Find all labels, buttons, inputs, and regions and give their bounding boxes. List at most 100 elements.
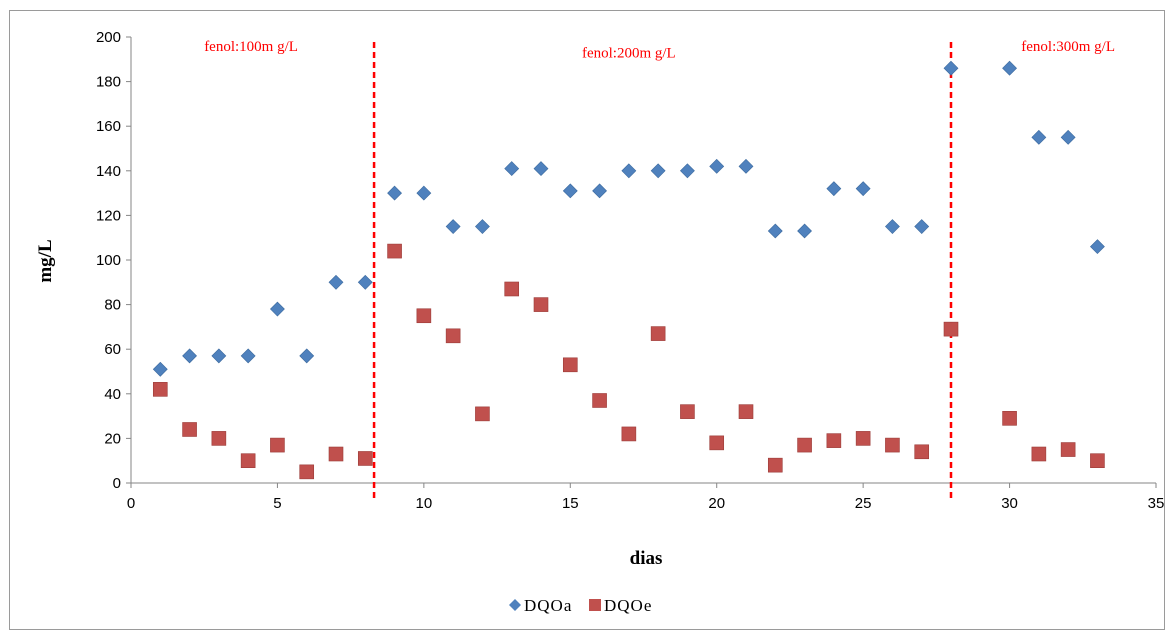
y-axis-title: mg/L bbox=[35, 239, 56, 282]
dqoa-point bbox=[738, 158, 754, 174]
dqoe-point bbox=[592, 393, 607, 408]
legend-label: DQOe bbox=[604, 596, 652, 615]
tick-labels: 0 20 40 60 80 100 120 140 160 180 200 0 5 10 15 20 25 30 3… bbox=[96, 29, 1164, 512]
phase-annotations: fenol:100m g/L fenol:200m g/L fenol:300m g… bbox=[204, 39, 1115, 62]
dqoe-point bbox=[738, 404, 754, 419]
data-points bbox=[152, 60, 1105, 480]
dqoa-point bbox=[592, 183, 607, 199]
dqoa-point bbox=[562, 183, 578, 199]
dqoa-point bbox=[885, 219, 900, 234]
x-tick-label: 5 bbox=[273, 495, 281, 512]
dqoe-point bbox=[855, 431, 871, 446]
dqoa-point bbox=[709, 158, 725, 174]
dqoe-point bbox=[1002, 411, 1017, 426]
dqoa-point bbox=[152, 361, 168, 377]
chart-svg: 0 20 40 60 80 100 120 140 160 180 200 0 5 10 15 20 25 30 3… bbox=[35, 29, 1164, 615]
dqoa-point bbox=[767, 223, 783, 239]
dqoe-point bbox=[533, 297, 549, 312]
dqoa-point bbox=[387, 185, 402, 201]
dqoe-point bbox=[562, 357, 578, 373]
dqoa-point bbox=[621, 163, 637, 179]
dqoe-point bbox=[680, 404, 695, 419]
phase-label: fenol:100m g/L bbox=[204, 39, 298, 55]
dqoe-point bbox=[1031, 446, 1047, 462]
dqoe-point bbox=[475, 406, 490, 422]
dqoa-point bbox=[270, 301, 285, 317]
dqoe-point bbox=[387, 243, 402, 259]
dqoa-point bbox=[328, 274, 344, 290]
y-tick-label: 80 bbox=[104, 297, 121, 314]
x-tick-label: 25 bbox=[855, 495, 872, 512]
dqoa-point bbox=[475, 219, 490, 234]
y-tick-label: 140 bbox=[96, 163, 121, 180]
legend-label: DQOa bbox=[524, 596, 572, 615]
dqoa-point bbox=[855, 181, 871, 197]
x-tick-label: 10 bbox=[416, 495, 433, 512]
legend-square-icon bbox=[589, 599, 601, 611]
y-tick-label: 40 bbox=[104, 386, 121, 403]
dqoe-point bbox=[943, 321, 959, 337]
dqoe-point bbox=[445, 328, 461, 344]
x-axis-title: dias bbox=[630, 548, 663, 569]
dqoa-point bbox=[826, 181, 842, 197]
dqoa-point bbox=[240, 348, 256, 364]
dqoa-point bbox=[211, 348, 227, 364]
dqoa-point bbox=[1060, 129, 1076, 145]
x-tick-label: 20 bbox=[708, 495, 725, 512]
dqoa-point bbox=[533, 161, 549, 176]
dqoa-point bbox=[914, 219, 930, 234]
legend: DQOa DQOe bbox=[509, 596, 652, 615]
phase-label: fenol:300m g/L bbox=[1021, 39, 1115, 55]
x-tick-label: 30 bbox=[1001, 495, 1018, 512]
dqoe-point bbox=[709, 435, 725, 451]
dqoe-point bbox=[885, 437, 900, 453]
y-tick-label: 160 bbox=[96, 118, 121, 135]
dqoe-point bbox=[1060, 442, 1076, 457]
dqoe-point bbox=[270, 437, 285, 453]
dqoa-point bbox=[943, 60, 959, 76]
y-tick-label: 100 bbox=[96, 252, 121, 269]
dqoa-point bbox=[1090, 239, 1105, 255]
x-tick-label: 0 bbox=[127, 495, 135, 512]
dqoa-point bbox=[182, 348, 197, 364]
y-tick-label: 120 bbox=[96, 207, 121, 224]
dqoe-point bbox=[357, 451, 373, 466]
dqoa-point bbox=[445, 219, 461, 234]
dqoa-point bbox=[680, 163, 695, 179]
y-tick-label: 60 bbox=[104, 341, 121, 358]
dqoe-point bbox=[826, 433, 842, 448]
dqoe-point bbox=[152, 382, 168, 397]
dqoa-point bbox=[416, 185, 432, 201]
dqoe-point bbox=[797, 437, 812, 453]
chart-area: 0 20 40 60 80 100 120 140 160 180 200 0 5 10 15 20 25 30 3… bbox=[9, 10, 1165, 630]
phase-lines bbox=[372, 42, 953, 499]
dqoa-point bbox=[1031, 129, 1047, 145]
dqoa-point bbox=[299, 348, 315, 364]
dqoe-point bbox=[767, 457, 783, 473]
dqoe-point bbox=[182, 422, 197, 437]
y-tick-label: 180 bbox=[96, 74, 121, 91]
dqoa-point bbox=[504, 161, 520, 176]
phase-label: fenol:200m g/L bbox=[582, 46, 676, 62]
y-tick-label: 0 bbox=[113, 475, 121, 492]
x-tick-label: 15 bbox=[562, 495, 579, 512]
dqoe-point bbox=[211, 431, 227, 446]
dqoe-point bbox=[621, 426, 637, 442]
dqoe-point bbox=[328, 446, 344, 462]
x-tick-label: 35 bbox=[1148, 495, 1165, 512]
dqoe-point bbox=[299, 464, 315, 480]
y-tick-label: 200 bbox=[96, 29, 121, 46]
dqoe-point bbox=[1090, 453, 1105, 469]
dqoe-point bbox=[650, 326, 666, 341]
y-tick-label: 20 bbox=[104, 430, 121, 447]
legend-diamond-icon bbox=[509, 599, 521, 611]
dqoa-point bbox=[650, 163, 666, 179]
dqoa-point bbox=[1002, 60, 1017, 76]
dqoa-point bbox=[797, 223, 812, 239]
dqoe-point bbox=[416, 308, 432, 324]
dqoe-point bbox=[914, 444, 930, 460]
dqoe-point bbox=[240, 453, 256, 469]
dqoa-point bbox=[357, 274, 373, 290]
dqoe-point bbox=[504, 281, 520, 297]
axes bbox=[126, 36, 1157, 488]
